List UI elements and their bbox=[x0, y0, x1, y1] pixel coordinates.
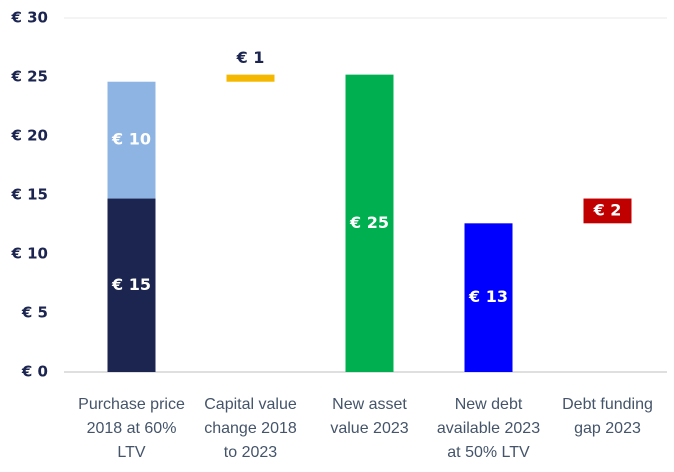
value-label: € 15 bbox=[111, 275, 151, 294]
x-tick-label: Capital value change 2018 to 2023 bbox=[204, 396, 297, 461]
bar bbox=[583, 198, 632, 224]
bar bbox=[345, 74, 394, 372]
value-label: € 1 bbox=[236, 48, 265, 67]
y-tick-label: € 10 bbox=[10, 245, 48, 263]
x-tick-label-line: at 50% LTV bbox=[447, 444, 530, 461]
value-label: € 2 bbox=[593, 200, 622, 219]
bar bbox=[464, 223, 513, 372]
bar bbox=[226, 74, 275, 82]
x-tick-label-line: Purchase price bbox=[78, 396, 185, 413]
x-tick-label-line: Debt funding bbox=[562, 396, 653, 413]
y-tick-label: € 30 bbox=[10, 9, 48, 27]
bar bbox=[107, 198, 156, 372]
y-tick-label: € 20 bbox=[10, 127, 48, 145]
value-label: € 25 bbox=[349, 213, 389, 232]
x-tick-label-line: available 2023 bbox=[437, 420, 540, 437]
x-tick-label-line: 2018 at 60% bbox=[87, 420, 177, 437]
x-tick-label-line: value 2023 bbox=[330, 420, 408, 437]
x-tick-label: New debt available 2023 at 50% LTV bbox=[437, 396, 540, 461]
x-tick-label-line: to 2023 bbox=[224, 444, 277, 461]
x-tick-label-line: LTV bbox=[117, 444, 145, 461]
y-tick-label: € 0 bbox=[21, 363, 48, 381]
x-tick-label-line: New asset bbox=[332, 396, 407, 413]
x-tick-label-line: New debt bbox=[455, 396, 523, 413]
x-tick-label-line: change 2018 bbox=[204, 420, 297, 437]
x-tick-label: Purchase price 2018 at 60% LTV bbox=[78, 396, 185, 461]
y-tick-label: € 15 bbox=[10, 186, 48, 204]
x-tick-label-line: Capital value bbox=[204, 396, 297, 413]
value-label: € 13 bbox=[468, 287, 508, 306]
y-tick-label: € 5 bbox=[21, 304, 48, 322]
value-label: € 10 bbox=[111, 130, 151, 149]
x-tick-label: Debt funding gap 2023 bbox=[562, 396, 653, 437]
x-tick-label-line: gap 2023 bbox=[574, 420, 641, 437]
x-tick-label: New asset value 2023 bbox=[330, 396, 408, 437]
y-tick-label: € 25 bbox=[10, 68, 48, 86]
bar bbox=[107, 81, 156, 199]
